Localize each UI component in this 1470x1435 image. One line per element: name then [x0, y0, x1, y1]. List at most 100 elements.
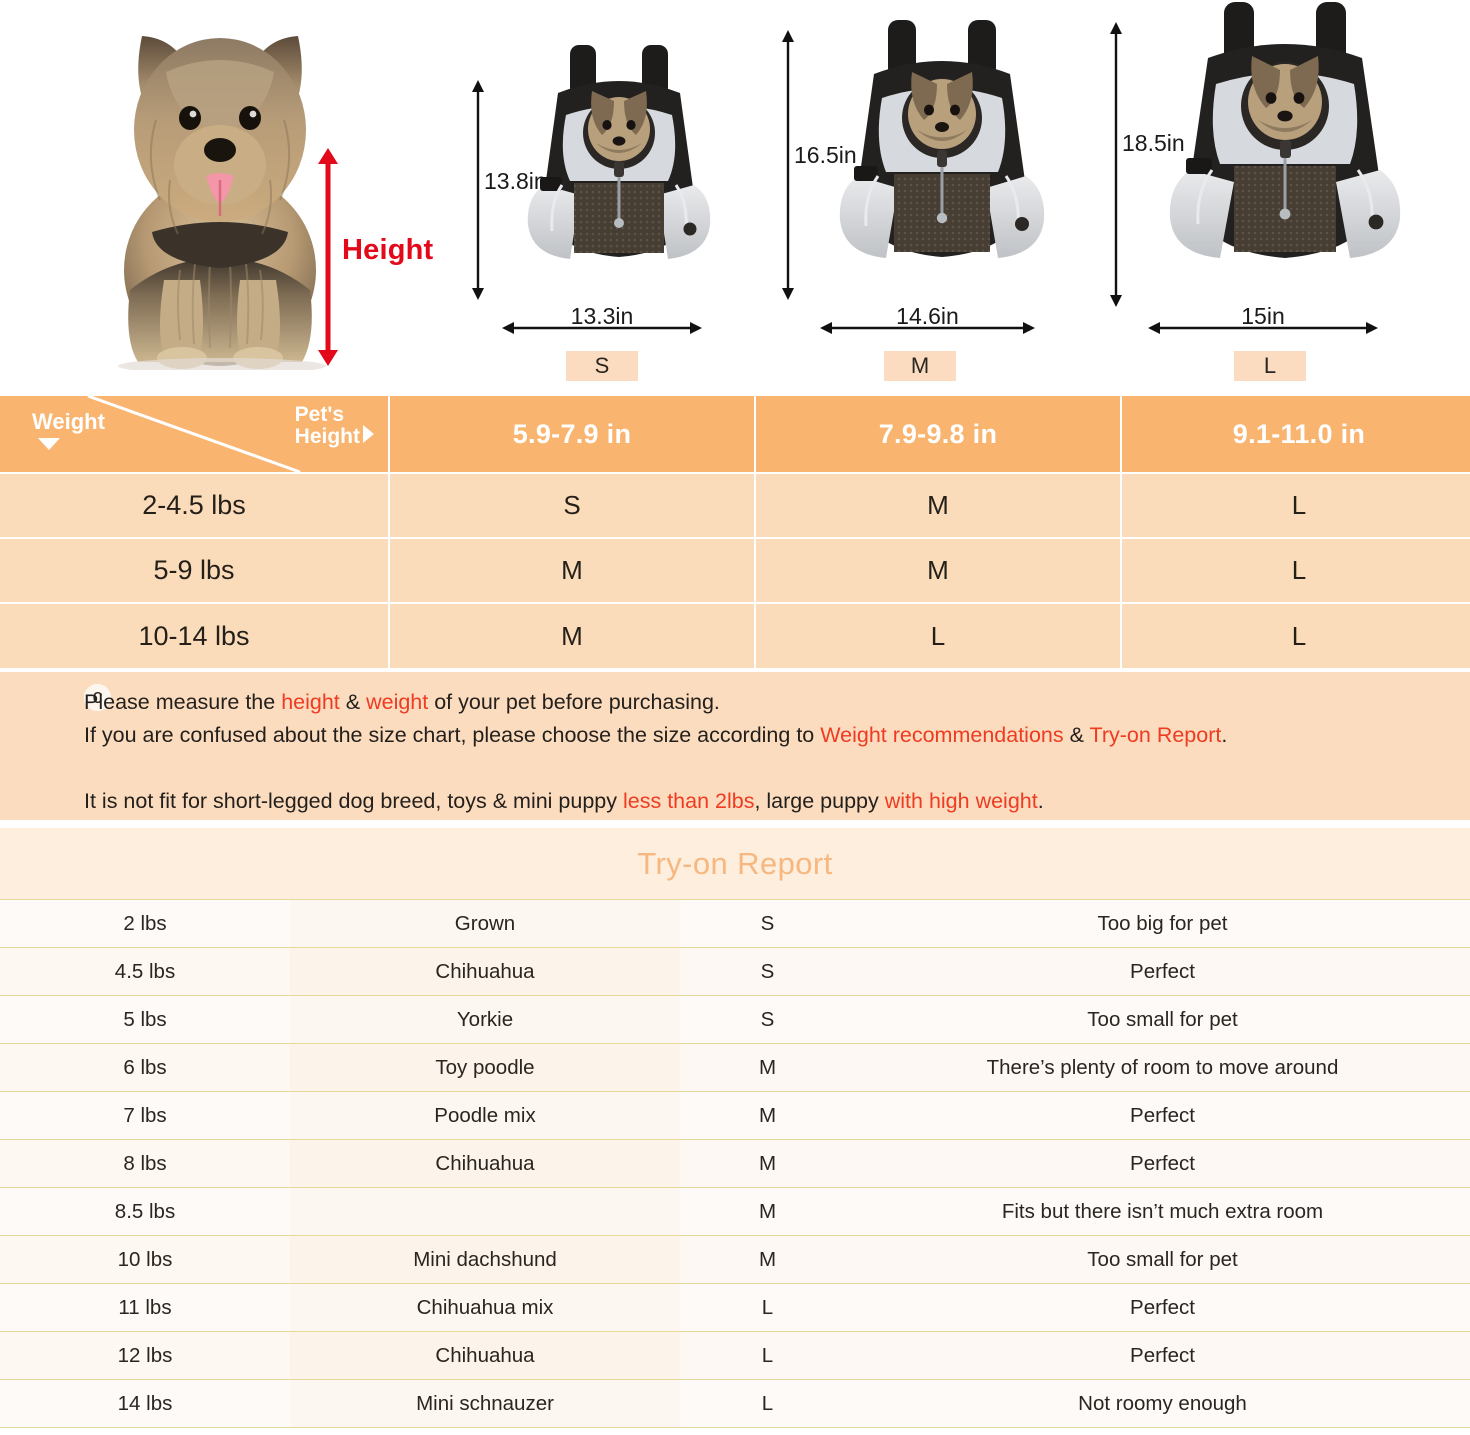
report-row-verdict: Perfect	[855, 1332, 1470, 1379]
size-chart-cell-r2c2: M	[756, 539, 1120, 602]
note-a-p3: of your pet before purchasing.	[428, 690, 720, 714]
width-dimension-label-l: 15in	[1241, 303, 1285, 329]
report-row-weight: 2 lbs	[0, 900, 290, 947]
report-row-verdict: Too small for pet	[855, 996, 1470, 1043]
table-row: 4.5 lbs Chihuahua S Perfect	[0, 948, 1470, 996]
report-row-size: S	[680, 996, 855, 1043]
height-label: Height	[342, 234, 434, 266]
report-row-verdict: Perfect	[855, 1092, 1470, 1139]
corner-weight-label: Weight	[32, 409, 105, 434]
report-row-breed: Mini schnauzer	[290, 1380, 680, 1427]
report-row-breed: Mini dachshund	[290, 1236, 680, 1283]
note-b-p2: &	[1063, 723, 1090, 747]
report-row-verdict: Not roomy enough	[855, 1380, 1470, 1427]
report-row-weight: 8 lbs	[0, 1140, 290, 1187]
note-c: It is not fit for short-legged dog breed…	[84, 786, 1424, 817]
size-badge-s: S	[566, 351, 638, 381]
size-chart-table: Weight Pet's Height 5.9-7.9 in 7.9-9.8 i…	[0, 396, 1470, 668]
report-row-weight: 8.5 lbs	[0, 1188, 290, 1235]
pet-height-indicator: Height	[310, 148, 440, 366]
note-b: If you are confused about the size chart…	[84, 720, 1424, 751]
product-size-m: 16.5in	[770, 0, 1090, 390]
report-row-weight: 7 lbs	[0, 1092, 290, 1139]
report-row-size: M	[680, 1092, 855, 1139]
corner-pet-height-line1: Pet's	[294, 403, 345, 426]
size-chart-col-header-2: 7.9-9.8 in	[756, 396, 1120, 472]
size-chart-cell-r3c3: L	[1122, 604, 1470, 668]
note-a-r1: height	[281, 690, 340, 714]
report-row-weight: 4.5 lbs	[0, 948, 290, 995]
note-a-p2: &	[339, 690, 367, 714]
report-row-size: M	[680, 1140, 855, 1187]
report-row-verdict: Too small for pet	[855, 1236, 1470, 1283]
hero-section: Height 13.8in	[0, 0, 1470, 390]
dog-photo	[60, 0, 390, 370]
size-chart-col-header-3: 9.1-11.0 in	[1122, 396, 1470, 472]
report-row-size: L	[680, 1380, 855, 1427]
report-row-verdict: Perfect	[855, 948, 1470, 995]
size-chart-cell-r1c2: M	[756, 474, 1120, 537]
report-row-weight: 10 lbs	[0, 1236, 290, 1283]
report-row-weight: 6 lbs	[0, 1044, 290, 1091]
size-chart-cell-r3c1: M	[390, 604, 754, 668]
report-row-breed: Chihuahua	[290, 948, 680, 995]
size-chart-cell-r1c3: L	[1122, 474, 1470, 537]
report-row-weight: 12 lbs	[0, 1332, 290, 1379]
report-row-breed: Grown	[290, 900, 680, 947]
report-row-verdict: Too big for pet	[855, 900, 1470, 947]
report-row-breed	[290, 1188, 680, 1235]
note-a-r2: weight	[366, 690, 429, 714]
report-row-size: S	[680, 948, 855, 995]
width-dimension-m: 14.6in	[820, 303, 1035, 343]
size-chart-row-label-1: 2-4.5 lbs	[0, 474, 388, 537]
note-b-p3: .	[1221, 723, 1228, 747]
report-row-breed: Yorkie	[290, 996, 680, 1043]
note-b-r2: Try-on Report	[1089, 723, 1222, 747]
width-dimension-label-s: 13.3in	[570, 303, 634, 329]
corner-pet-height-line2: Height	[294, 425, 360, 449]
report-row-breed: Chihuahua	[290, 1332, 680, 1379]
note-c-r2: with high weight	[884, 789, 1038, 813]
table-row: 12 lbs Chihuahua L Perfect	[0, 1332, 1470, 1380]
report-row-size: M	[680, 1044, 855, 1091]
table-row: 8 lbs Chihuahua M Perfect	[0, 1140, 1470, 1188]
try-on-report-rows: 2 lbs Grown S Too big for pet 4.5 lbs Chihuah…	[0, 900, 1470, 1428]
note-badge-c: c	[84, 684, 111, 711]
triangle-right-icon	[363, 425, 374, 443]
table-row: 2 lbs Grown S Too big for pet	[0, 900, 1470, 948]
height-dimension-l: 18.5in	[1108, 22, 1243, 307]
note-a: Please measure the height & weight of yo…	[84, 687, 1424, 718]
report-row-weight: 5 lbs	[0, 996, 290, 1043]
table-row: 6 lbs Toy poodle M There’s plenty of room t…	[0, 1044, 1470, 1092]
report-row-size: M	[680, 1188, 855, 1235]
report-row-breed: Chihuahua mix	[290, 1284, 680, 1331]
table-row: 8.5 lbs M Fits but there isn’t much extra …	[0, 1188, 1470, 1236]
report-row-size: L	[680, 1332, 855, 1379]
note-b-r1: Weight recommendations	[820, 723, 1064, 747]
size-chart-row-label-3: 10-14 lbs	[0, 604, 388, 668]
report-row-breed: Chihuahua	[290, 1140, 680, 1187]
size-badge-l: L	[1234, 351, 1306, 381]
table-row: 14 lbs Mini schnauzer L Not roomy enough	[0, 1380, 1470, 1428]
report-row-size: M	[680, 1236, 855, 1283]
table-row: 5 lbs Yorkie S Too small for pet	[0, 996, 1470, 1044]
width-dimension-label-m: 14.6in	[896, 303, 959, 329]
report-row-size: L	[680, 1284, 855, 1331]
backpack-image-m	[830, 20, 1058, 305]
size-chart-row-label-2: 5-9 lbs	[0, 539, 388, 602]
report-row-breed: Poodle mix	[290, 1092, 680, 1139]
size-chart-col-header-1: 5.9-7.9 in	[390, 396, 754, 472]
note-c-p1: It is not fit for short-legged dog breed…	[84, 789, 623, 813]
note-b-p1: If you are confused about the size chart…	[84, 723, 821, 747]
height-dimension-m: 16.5in	[780, 30, 910, 300]
note-c-p2: , large puppy	[754, 789, 885, 813]
note-c-r1: less than 2lbs	[622, 789, 755, 813]
backpack-image-l	[1162, 2, 1412, 307]
report-row-weight: 14 lbs	[0, 1380, 290, 1427]
try-on-report-section: Try-on Report 2 lbs Grown S Too big for pet…	[0, 828, 1470, 1428]
try-on-report-header: Try-on Report	[0, 828, 1470, 900]
corner-pet-height-label: Pet's Height	[294, 403, 360, 449]
note-a-p1: Please measure the	[84, 690, 282, 714]
height-dimension-label-s: 13.8in	[484, 168, 547, 194]
report-row-verdict: Perfect	[855, 1140, 1470, 1187]
